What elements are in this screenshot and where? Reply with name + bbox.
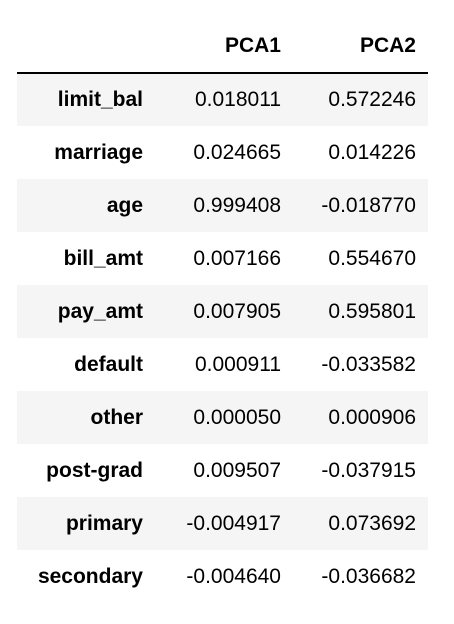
pca1-cell: 0.009507: [193, 458, 281, 482]
pca1-cell: 0.007905: [193, 299, 281, 323]
row-label: primary: [65, 511, 143, 535]
pca-loadings-table: PCA1 PCA2 limit_bal 0.018011 0.572246 ma…: [17, 20, 428, 603]
table-row: secondary -0.004640 -0.036682: [17, 550, 428, 603]
table-row: marriage 0.024665 0.014226: [17, 126, 428, 179]
row-label: secondary: [37, 564, 143, 588]
row-label: limit_bal: [57, 88, 143, 111]
pca1-cell: 0.018011: [194, 88, 281, 111]
table-row: default 0.000911 -0.033582: [17, 338, 428, 391]
header-row: PCA1 PCA2: [17, 20, 428, 74]
pca2-cell: 0.073692: [328, 511, 416, 535]
table-row: pay_amt 0.007905 0.595801: [17, 285, 428, 338]
column-header-pca1: PCA1: [155, 20, 293, 74]
table-row: age 0.999408 -0.018770: [17, 179, 428, 232]
pca1-cell: 0.000911: [194, 352, 281, 376]
pca1-cell: 0.024665: [193, 140, 281, 164]
pca2-cell: 0.554670: [328, 246, 416, 270]
pca2-cell: 0.014226: [328, 140, 416, 164]
table-body: limit_bal 0.018011 0.572246 marriage 0.0…: [17, 73, 428, 603]
row-label: pay_amt: [57, 299, 143, 323]
pca1-cell: 0.999408: [193, 193, 281, 217]
pca2-cell: -0.018770: [321, 193, 416, 217]
pca2-cell: 0.000906: [328, 405, 416, 429]
table-row: primary -0.004917 0.073692: [17, 497, 428, 550]
row-label: default: [74, 352, 143, 376]
table-row: bill_amt 0.007166 0.554670: [17, 232, 428, 285]
pca2-cell: 0.572246: [328, 88, 416, 111]
pca2-cell: -0.036682: [321, 564, 416, 588]
table-row: post-grad 0.009507 -0.037915: [17, 444, 428, 497]
pca2-cell: 0.595801: [328, 299, 416, 323]
pca2-cell: -0.037915: [321, 458, 416, 482]
pca1-cell: 0.000050: [193, 405, 281, 429]
table-row: other 0.000050 0.000906: [17, 391, 428, 444]
pca2-cell: -0.033582: [321, 352, 416, 376]
table-row: limit_bal 0.018011 0.572246: [17, 73, 428, 126]
row-label: bill_amt: [63, 246, 143, 270]
row-label: marriage: [54, 140, 143, 164]
pca1-cell: 0.007166: [193, 246, 281, 270]
pca1-cell: -0.004640: [186, 564, 281, 588]
row-label: other: [90, 405, 144, 429]
row-label: age: [106, 193, 143, 217]
table-header: PCA1 PCA2: [17, 20, 428, 74]
index-column-header: [17, 20, 155, 74]
row-label: post-grad: [46, 458, 143, 482]
column-header-pca2: PCA2: [293, 20, 428, 74]
pca1-cell: -0.004917: [186, 511, 281, 535]
